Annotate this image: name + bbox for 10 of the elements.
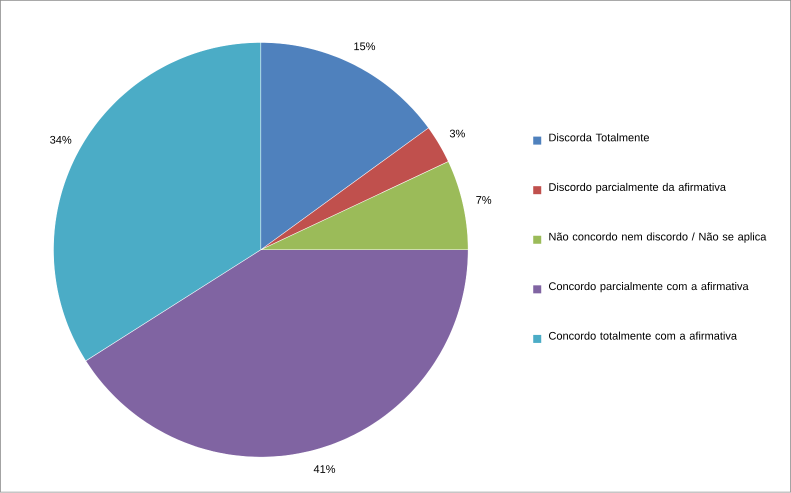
data-label: 7% [476, 196, 492, 204]
legend-label: Concordo totalmente com a afirmativa [549, 332, 738, 340]
legend-label: Discordo parcialmente da afirmativa [549, 183, 726, 194]
data-label: 3% [450, 130, 465, 138]
data-label: 15% [354, 42, 376, 50]
legend-label: Não concordo nem discordo / Não se aplica [549, 232, 766, 243]
legend-label: Discorda Totalmente [549, 134, 649, 142]
data-label: 34% [50, 136, 72, 144]
legend-label: Concordo parcialmente com a afirmativa [549, 282, 749, 293]
data-label: 41% [314, 465, 336, 474]
